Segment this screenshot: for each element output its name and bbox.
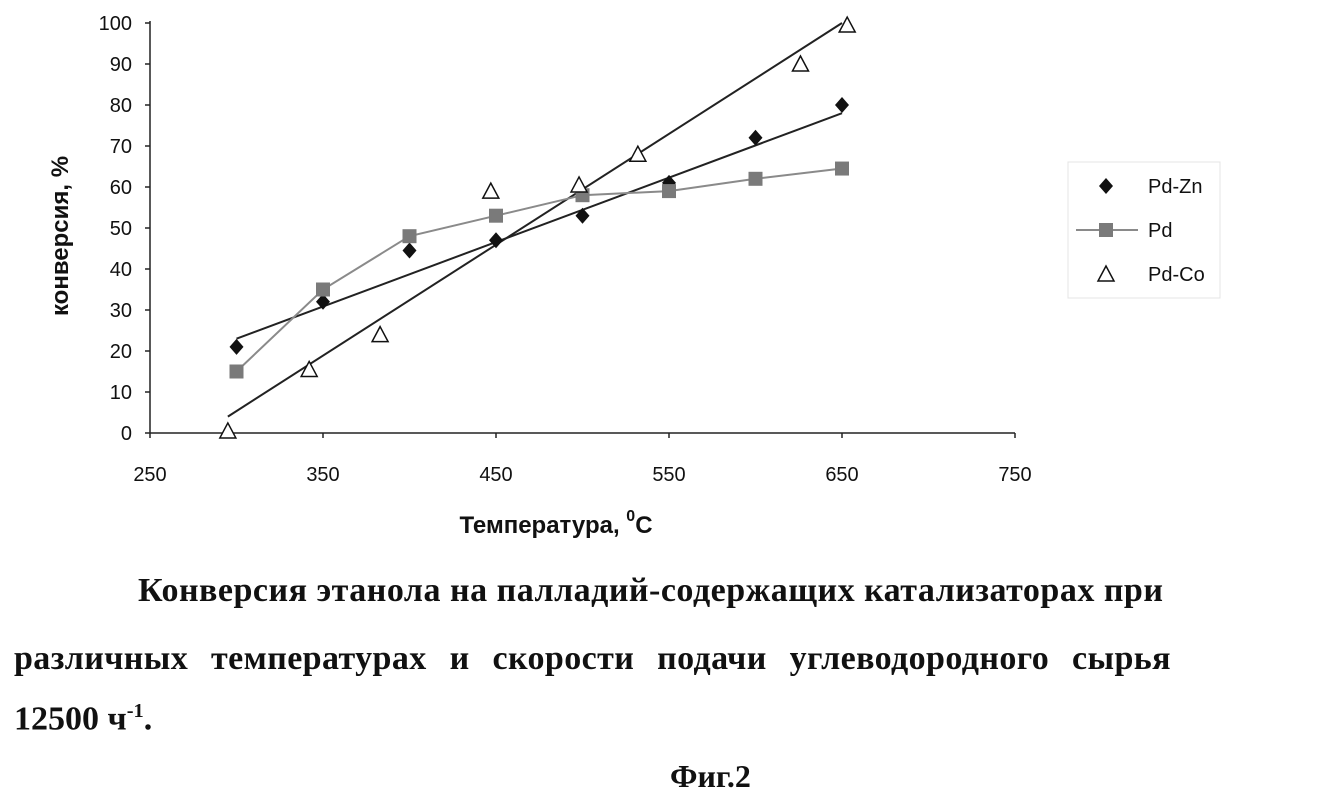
x-tick-label: 250 [133, 464, 166, 486]
y-tick-label: 60 [110, 177, 132, 199]
pd-series-line [237, 169, 843, 372]
y-tick-label: 80 [110, 95, 132, 117]
legend-label-pd: Pd [1148, 220, 1172, 242]
series-lines [237, 169, 843, 372]
legend-label-pd-co: Pd-Co [1148, 264, 1205, 286]
pd-zn-point [576, 208, 590, 224]
pd-zn-point [403, 243, 417, 259]
y-axis-title: конверсия, % [47, 156, 74, 316]
pd-point [316, 283, 330, 297]
pd-point [230, 365, 244, 379]
pd-co-point [571, 177, 587, 192]
pd-co-point [483, 183, 499, 198]
caption-line-1: Конверсия этанола на палладий-содержащих… [138, 572, 1163, 610]
pd-co-point [630, 146, 646, 161]
y-tick-label: 0 [121, 423, 132, 445]
pd-point [662, 184, 676, 198]
pd-zn-trendline [237, 113, 843, 339]
caption-line-3: 12500 ч-1. [14, 700, 152, 738]
y-tick-label: 10 [110, 382, 132, 404]
pd-co-point [839, 17, 855, 32]
chart-axes: 0 10 20 30 40 50 60 70 80 90 100 250 350 450 550 650 750 [99, 13, 1032, 486]
chart: 0 10 20 30 40 50 60 70 80 90 100 250 350 450 550 650 750… [0, 0, 1329, 560]
pd-zn-point [835, 97, 849, 113]
pd-co-point [372, 327, 388, 342]
y-tick-label: 100 [99, 13, 132, 35]
y-tick-label: 30 [110, 300, 132, 322]
y-tick-label: 40 [110, 259, 132, 281]
x-tick-label: 350 [306, 464, 339, 486]
pd-point [403, 229, 417, 243]
pd-co-point [792, 56, 808, 71]
y-tick-label: 70 [110, 136, 132, 158]
y-tick-label: 20 [110, 341, 132, 363]
caption-line-2: различных температурах и скорости подачи… [14, 640, 1171, 678]
legend-marker-pd [1099, 223, 1113, 237]
pd-zn-point [489, 232, 503, 248]
trendlines [228, 23, 842, 417]
x-tick-label: 750 [998, 464, 1031, 486]
x-axis-title: Температура, 0C [459, 508, 652, 539]
pd-point [835, 162, 849, 176]
pd-co-point [220, 423, 236, 438]
pd-zn-point [230, 339, 244, 355]
legend: Pd-Zn Pd Pd-Co [1068, 162, 1220, 298]
x-tick-label: 550 [652, 464, 685, 486]
pd-point [489, 209, 503, 223]
pd-point [749, 172, 763, 186]
figure-label: Фиг.2 [670, 758, 751, 795]
x-tick-label: 650 [825, 464, 858, 486]
y-tick-label: 50 [110, 218, 132, 240]
legend-label-pd-zn: Pd-Zn [1148, 176, 1202, 198]
pd-co-trendline [228, 23, 842, 417]
x-tick-label: 450 [479, 464, 512, 486]
y-tick-label: 90 [110, 54, 132, 76]
